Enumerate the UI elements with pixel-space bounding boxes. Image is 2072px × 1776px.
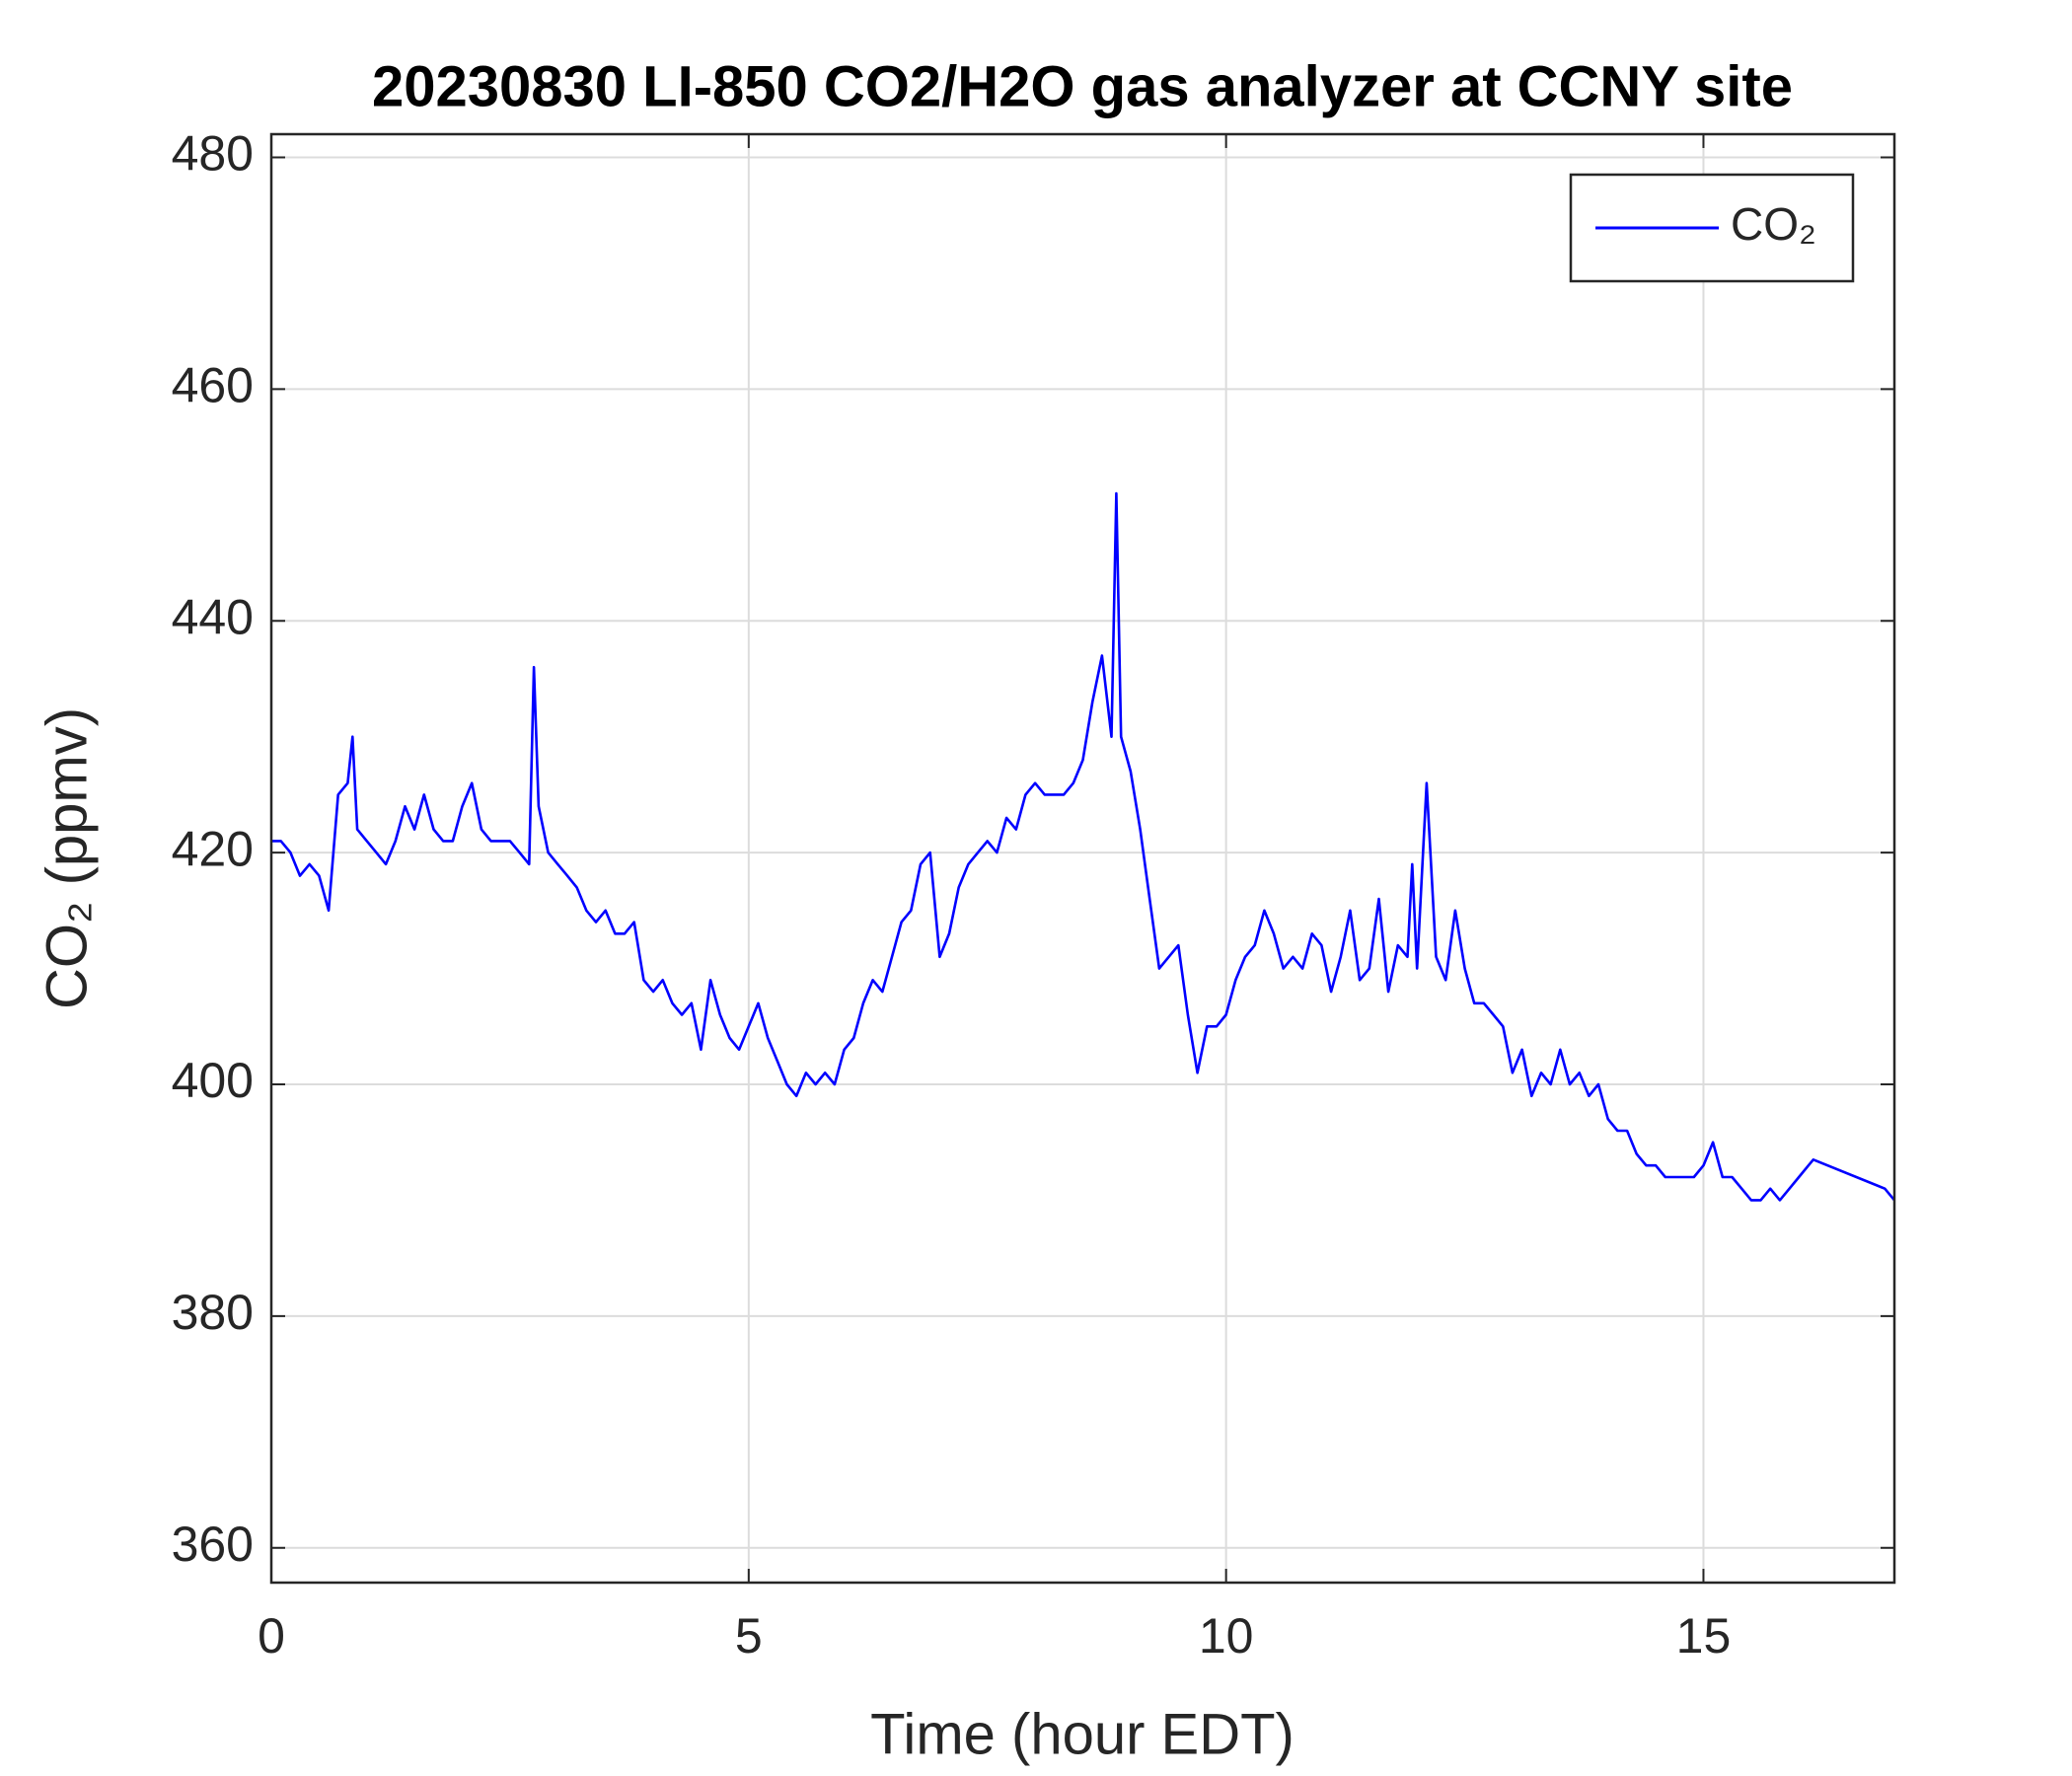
y-tick-label: 440	[172, 589, 254, 644]
data-line	[271, 491, 1896, 1202]
y-tick-label: 480	[172, 126, 254, 182]
y-tick-label: 460	[172, 358, 254, 413]
y-tick-label: 420	[172, 821, 254, 876]
x-tick-label: 5	[735, 1608, 763, 1664]
y-axis-label: CO₂ (ppmv)	[35, 707, 99, 1009]
x-axis-label: Time (hour EDT)	[870, 1702, 1295, 1766]
x-tick-label: 10	[1199, 1608, 1254, 1664]
y-tick-label: 380	[172, 1285, 254, 1340]
plot-frame	[269, 132, 1896, 1585]
x-tick-label: 0	[258, 1608, 285, 1664]
chart-title: 20230830 LI-850 CO2/H2O gas analyzer at …	[372, 54, 1793, 118]
x-tick-label: 15	[1676, 1608, 1732, 1664]
y-tick-label: 360	[172, 1517, 254, 1572]
legend-label: CO₂	[1731, 198, 1816, 250]
y-tick-label: 400	[172, 1053, 254, 1108]
